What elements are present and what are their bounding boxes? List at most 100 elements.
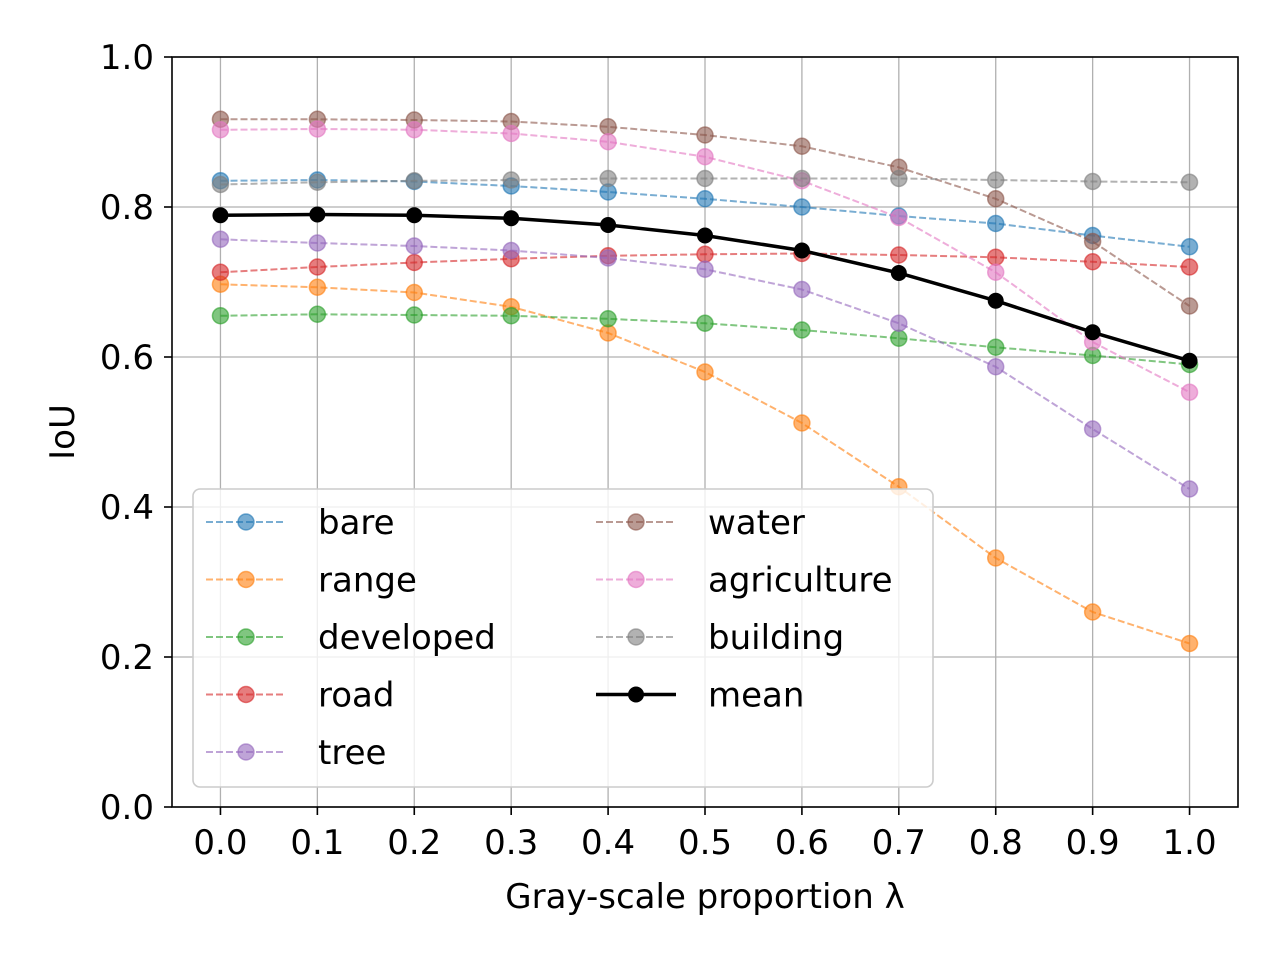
y-tick-label: 0.4 (100, 488, 154, 528)
data-point-range (405, 283, 424, 302)
data-point-building (793, 169, 811, 188)
data-point-developed (986, 338, 1005, 356)
data-point-mean (697, 227, 713, 244)
legend: bare range developed road tree water agricultu… (192, 488, 934, 788)
data-point-range (696, 363, 714, 381)
legend-label: bare (318, 503, 395, 543)
legend-marker (237, 743, 255, 761)
legend-marker (237, 513, 255, 531)
data-point-water (599, 118, 617, 136)
legend-label: developed (318, 618, 496, 658)
data-point-range (1083, 603, 1102, 621)
data-point-range (1180, 634, 1199, 653)
legend-item-range: range (206, 561, 417, 601)
data-point-mean (503, 210, 520, 227)
y-ticks: 0.0 0.2 0.4 0.6 0.8 1.0 (100, 38, 172, 828)
series-building (211, 169, 1199, 194)
data-point-bare (793, 198, 811, 216)
y-tick-label: 1.0 (100, 38, 154, 78)
data-point-mean (793, 242, 810, 259)
x-ticks: 0.0 0.1 0.2 0.3 0.4 0.5 0.6 0.7 0.8 0.9 1.0 (193, 807, 1217, 863)
x-tick-label: 0.7 (872, 823, 926, 863)
data-point-agriculture (599, 133, 617, 151)
data-point-tree (793, 280, 811, 299)
data-point-building (986, 171, 1005, 189)
data-point-tree (308, 234, 327, 252)
data-point-mean (890, 265, 907, 281)
data-point-agriculture (890, 208, 908, 227)
data-point-water (1083, 232, 1102, 251)
legend-marker (628, 686, 644, 703)
data-point-building (502, 171, 520, 189)
data-point-road (211, 263, 230, 281)
series-range (211, 275, 1199, 653)
data-point-tree (696, 260, 714, 278)
data-point-developed (405, 306, 424, 324)
y-tick-label: 0.8 (100, 188, 154, 228)
data-point-tree (1180, 480, 1199, 498)
data-point-tree (211, 230, 230, 248)
legend-item-tree: tree (206, 733, 386, 773)
legend-marker (627, 628, 645, 646)
legend-label: agriculture (708, 561, 893, 601)
data-point-mean (406, 207, 423, 224)
data-point-water (986, 190, 1005, 208)
legend-item-mean: mean (596, 676, 804, 716)
legend-marker (627, 570, 645, 589)
legend-item-road: road (206, 676, 394, 716)
data-point-range (793, 414, 811, 432)
data-point-tree (405, 237, 424, 255)
data-point-tree (890, 314, 908, 332)
data-point-road (308, 258, 327, 276)
x-tick-label: 0.4 (581, 823, 635, 863)
data-point-water (696, 126, 714, 144)
legend-entries: bare range developed road tree water agricultu… (206, 503, 893, 773)
x-tick-label: 0.8 (969, 823, 1023, 863)
data-point-mean (1084, 324, 1101, 341)
data-point-developed (211, 307, 230, 325)
legend-marker (237, 628, 255, 646)
data-point-mean (212, 207, 229, 224)
data-point-developed (502, 307, 520, 325)
legend-item-water: water (596, 503, 805, 543)
data-point-mean (309, 206, 326, 223)
x-tick-label: 0.5 (678, 823, 732, 863)
legend-label: mean (708, 676, 804, 716)
data-point-agriculture (405, 121, 424, 139)
series-lines (211, 110, 1199, 653)
data-point-agriculture (502, 124, 520, 143)
data-point-tree (1083, 420, 1102, 438)
data-point-building (890, 169, 908, 188)
legend-box (192, 488, 934, 788)
data-point-range (986, 549, 1005, 567)
y-tick-label: 0.6 (100, 338, 154, 378)
legend-item-bare: bare (206, 503, 395, 543)
data-point-mean (600, 217, 617, 233)
legend-label: building (708, 618, 844, 658)
data-point-tree (986, 358, 1005, 376)
data-point-developed (308, 305, 327, 323)
data-point-building (599, 169, 617, 188)
data-point-agriculture (211, 121, 230, 139)
series-tree (211, 230, 1199, 498)
data-point-building (308, 173, 327, 191)
x-tick-label: 0.1 (290, 823, 344, 863)
data-point-agriculture (696, 148, 714, 166)
legend-item-building: building (596, 618, 844, 658)
data-point-road (1083, 253, 1102, 271)
data-point-water (1180, 297, 1199, 315)
data-point-water (793, 137, 811, 155)
legend-marker (237, 570, 255, 589)
legend-label: range (318, 561, 417, 601)
y-axis-label: IoU (43, 404, 83, 460)
series-developed (211, 305, 1199, 374)
y-tick-label: 0.2 (100, 638, 154, 678)
legend-marker (237, 685, 255, 704)
legend-marker (627, 513, 645, 531)
data-point-building (1083, 172, 1102, 191)
x-axis-label: Gray-scale proportion λ (505, 877, 904, 917)
data-point-road (890, 246, 908, 264)
legend-label: water (708, 503, 805, 543)
data-point-road (405, 253, 424, 272)
